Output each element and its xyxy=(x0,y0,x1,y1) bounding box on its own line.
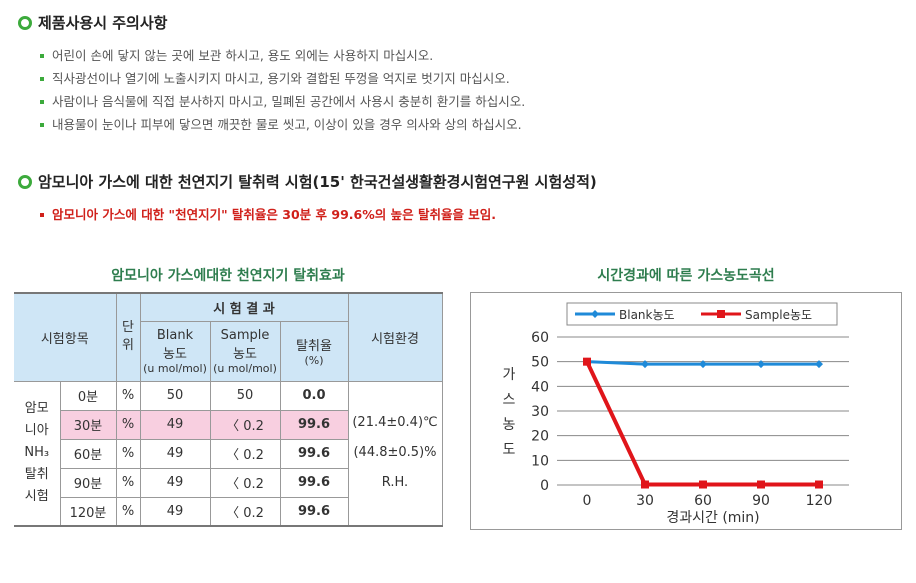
y-tick-label: 0 xyxy=(540,478,549,494)
header-env: 시험환경 xyxy=(347,292,443,382)
data-point xyxy=(815,360,823,369)
legend-label: Blank농도 xyxy=(619,308,675,322)
x-tick-label: 0 xyxy=(583,493,592,509)
y-axis-label-char: 농 xyxy=(503,417,516,433)
header-blank: Blank 농도 (u mol/mol) xyxy=(139,320,211,382)
legend-label: Sample농도 xyxy=(745,308,812,322)
y-tick-label: 20 xyxy=(531,429,549,445)
table-row: 60분 % 49 〈 0.2 99.6 xyxy=(14,438,442,469)
x-tick-label: 60 xyxy=(694,493,712,509)
square-bullet-icon xyxy=(40,53,44,58)
y-tick-label: 30 xyxy=(531,404,549,420)
table-row: 암모 니아 NH₃ 탈취 시험 0분 % 50 50 0.0 (21.4±0.4)℃ (4… xyxy=(14,380,443,527)
data-point xyxy=(699,480,707,489)
header-rate: 탈취율 (%) xyxy=(279,320,349,382)
circle-bullet-icon xyxy=(18,15,32,30)
env-cell: (21.4±0.4)℃ (44.8±0.5)% R.H. xyxy=(347,380,443,527)
square-bullet-icon xyxy=(40,212,44,217)
x-tick-label: 120 xyxy=(806,493,833,509)
test-summary: 암모니아 가스에 대한 "천연지기" 탈취율은 30분 후 99.6%의 높은 … xyxy=(52,207,497,222)
list-item: 사람이나 음식물에 직접 분사하지 마시고, 밀폐된 공간에서 사용시 충분히 … xyxy=(40,90,525,113)
y-tick-label: 10 xyxy=(531,453,549,469)
square-bullet-icon xyxy=(40,122,44,127)
table-row: 120분 % 49 〈 0.2 99.6 xyxy=(14,496,442,527)
header-item: 시험항목 xyxy=(14,292,117,382)
results-table: 시험항목 단위 시 험 결 과 시험환경 Blank 농도 (u mol/mol) … xyxy=(14,292,443,527)
list-item: 내용물이 눈이나 피부에 닿으면 깨끗한 물로 씻고, 이상이 있을 경우 의사… xyxy=(40,113,525,136)
table-row: 90분 % 49 〈 0.2 99.6 xyxy=(14,467,442,498)
y-tick-label: 40 xyxy=(531,379,549,395)
data-point xyxy=(641,360,649,369)
chart-title: 시간경과에 따른 가스농도곡선 xyxy=(597,268,775,284)
data-point xyxy=(757,480,765,489)
data-point xyxy=(757,360,765,369)
legend-marker xyxy=(717,310,725,318)
x-tick-label: 30 xyxy=(636,493,654,509)
gas-concentration-chart: 0 10 20 30 40 50 60 0 30 60 90 120 경과시간 (min) 가 스 농 도 Bla… xyxy=(470,292,902,530)
y-tick-label: 60 xyxy=(531,330,549,346)
data-point xyxy=(699,360,707,369)
data-point xyxy=(583,357,591,366)
precautions-heading: 제품사용시 주의사항 xyxy=(18,12,167,33)
list-item: 암모니아 가스에 대한 "천연지기" 탈취율은 30분 후 99.6%의 높은 … xyxy=(40,203,496,226)
test-heading: 암모니아 가스에 대한 천연지기 탈취력 시험(15' 한국건설생활환경시험연구… xyxy=(18,171,597,192)
precautions-title: 제품사용시 주의사항 xyxy=(38,14,168,32)
square-bullet-icon xyxy=(40,99,44,104)
header-unit: 단위 xyxy=(115,292,141,382)
y-tick-label: 50 xyxy=(531,355,549,371)
y-axis-label-char: 스 xyxy=(503,392,516,408)
list-item: 어린이 손에 닿지 않는 곳에 보관 하시고, 용도 외에는 사용하지 마십시오… xyxy=(40,44,525,67)
test-title: 암모니아 가스에 대한 천연지기 탈취력 시험(15' 한국건설생활환경시험연구… xyxy=(38,173,597,191)
legend-marker xyxy=(591,310,599,318)
table-row: 30분 % 49 〈 0.2 99.6 xyxy=(14,409,442,440)
square-bullet-icon xyxy=(40,76,44,81)
header-results: 시 험 결 과 xyxy=(139,292,349,322)
y-axis-label-char: 도 xyxy=(503,442,516,458)
data-point xyxy=(815,480,823,489)
list-item: 직사광선이나 열기에 노출시키지 마시고, 용기와 결합된 뚜껑을 억지로 벗기… xyxy=(40,67,525,90)
header-sample: Sample 농도 (u mol/mol) xyxy=(209,320,281,382)
x-axis-label: 경과시간 (min) xyxy=(666,510,759,526)
x-tick-label: 90 xyxy=(752,493,770,509)
precautions-list: 어린이 손에 닿지 않는 곳에 보관 하시고, 용도 외에는 사용하지 마십시오… xyxy=(40,44,525,136)
series-line xyxy=(585,360,819,487)
row-label: 암모 니아 NH₃ 탈취 시험 xyxy=(14,380,61,527)
circle-bullet-icon xyxy=(18,174,32,189)
test-summary-list: 암모니아 가스에 대한 "천연지기" 탈취율은 30분 후 99.6%의 높은 … xyxy=(40,203,496,226)
table-caption: 암모니아 가스에대한 천연지기 탈취효과 xyxy=(111,268,345,284)
y-axis-label-char: 가 xyxy=(503,367,516,383)
chart-svg: 0 10 20 30 40 50 60 0 30 60 90 120 경과시간 (min) 가스농도 Bla… xyxy=(503,302,849,526)
data-point xyxy=(641,480,649,489)
